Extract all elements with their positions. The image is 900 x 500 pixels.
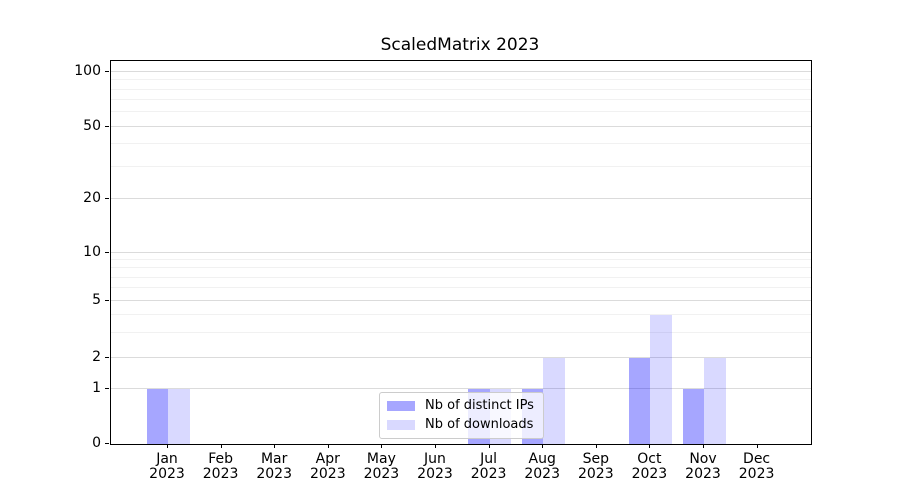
y-gridline-major [111,300,811,301]
x-tick-mark [488,444,490,448]
y-gridline-major [111,388,811,390]
y-tick-mark [105,198,109,200]
y-tick-mark [105,356,109,358]
x-tick-mark [167,444,168,448]
x-tick-label: May 2023 [363,451,400,482]
legend-label-distinct-ips: Nb of distinct IPs [425,398,534,413]
y-tick-label: 100 [74,62,101,79]
y-gridline-major [111,125,811,127]
y-tick-label: 1 [92,380,101,397]
legend-entry-downloads: Nb of downloads [387,418,536,432]
x-tick-label: Mar 2023 [256,451,293,482]
x-tick-mark [756,444,758,448]
y-tick-mark [105,388,109,390]
y-gridline-minor [111,259,811,261]
y-gridline-minor [111,88,811,90]
y-gridline-minor [111,79,811,81]
y-tick-label: 20 [83,190,101,207]
bar-nov-distinct-ips [682,389,704,444]
y-gridline-minor [111,287,811,289]
x-tick-label: Jun 2023 [417,451,453,482]
legend-swatch-distinct-ips [387,401,415,411]
y-tick-mark [105,70,109,72]
x-tick-label: Dec 2023 [738,451,775,482]
y-gridline-major [111,198,811,200]
y-gridline-minor [111,166,811,168]
x-tick-label: Sep 2023 [577,451,614,482]
y-tick-label: 10 [83,243,101,260]
x-tick-label: Apr 2023 [309,451,346,482]
bar-oct-downloads [650,314,672,444]
x-tick-mark [595,444,597,448]
x-tick-mark [381,444,383,448]
y-gridline-minor [111,99,811,101]
x-tick-mark [274,444,276,448]
x-tick-mark [327,444,329,448]
x-tick-label: Jul 2023 [470,451,507,482]
x-tick-label: Oct 2023 [631,451,668,482]
y-gridline-major [111,71,811,72]
y-gridline-minor [111,111,811,113]
plot-area: Nb of distinct IPs Nb of downloads [110,60,812,445]
y-tick-label: 2 [92,348,101,365]
y-gridline-minor [111,267,811,269]
y-gridline-minor [111,331,811,333]
bar-jan-distinct-ips [146,389,168,444]
x-tick-mark [435,444,436,448]
legend-entry-distinct-ips: Nb of distinct IPs [387,399,536,413]
y-gridline-major [111,251,811,253]
y-gridline-minor [111,143,811,145]
x-tick-label: Feb 2023 [202,451,239,482]
y-gridline-minor [111,276,811,278]
bar-nov-downloads [704,357,726,444]
x-tick-label: Jan 2023 [149,451,185,482]
x-tick-mark [703,444,704,448]
bar-jan-downloads [168,389,190,444]
y-tick-mark [105,299,109,301]
y-tick-mark [105,125,109,127]
y-gridline-minor [111,313,811,315]
x-tick-label: Aug 2023 [524,451,561,482]
bar-aug-downloads [543,357,565,444]
chart-title: ScaledMatrix 2023 [380,35,540,55]
legend-label-downloads: Nb of downloads [425,417,534,432]
x-tick-mark [649,444,651,448]
y-tick-label: 50 [83,117,101,134]
legend-swatch-downloads [387,420,415,430]
x-tick-label: Nov 2023 [685,451,721,482]
y-tick-label: 5 [92,291,101,308]
y-tick-mark [105,443,109,444]
x-tick-mark [542,444,544,448]
y-tick-mark [105,251,109,253]
y-tick-label: 0 [92,435,101,451]
bar-oct-distinct-ips [628,357,651,444]
x-tick-mark [220,444,222,448]
y-gridline-major [111,356,811,358]
legend-box: Nb of distinct IPs Nb of downloads [379,392,544,439]
